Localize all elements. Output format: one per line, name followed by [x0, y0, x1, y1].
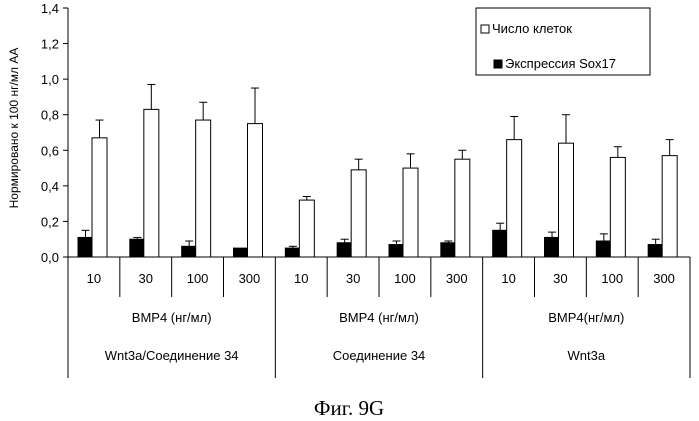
y-tick-label: 0,8 — [41, 108, 59, 123]
bar-sox17 — [545, 237, 560, 257]
legend-label: Экспрессия Sox17 — [505, 56, 616, 71]
group-sublabel: BMP4(нг/мл) — [548, 310, 624, 325]
bar-sox17 — [337, 243, 352, 257]
y-tick-label: 1,2 — [41, 37, 59, 52]
bar-sox17 — [648, 245, 663, 257]
legend-label: Число клеток — [492, 21, 572, 36]
group-sublabel: BMP4 (нг/мл) — [339, 310, 419, 325]
bar-sox17 — [493, 230, 508, 257]
y-tick-label: 1,4 — [41, 1, 59, 16]
bar-cell-count — [92, 138, 107, 257]
group-label: Соединение 34 — [333, 348, 426, 363]
bar-cell-count — [662, 156, 677, 257]
legend-swatch — [494, 60, 502, 68]
x-tick-label: 10 — [294, 271, 308, 286]
bar-cell-count — [403, 168, 418, 257]
bar-sox17 — [78, 237, 93, 257]
bar-cell-count — [248, 124, 263, 257]
y-tick-label: 0,4 — [41, 179, 59, 194]
bar-cell-count — [299, 200, 314, 257]
x-axis-table: 10 30 100 300 10 30 100 300 10 30 100 300 BMP4 (нг/м… — [68, 257, 690, 378]
y-axis: 0,0 0,2 0,4 0,6 0,8 1,0 1,2 1,4 — [41, 1, 68, 265]
x-tick-label: 30 — [139, 271, 153, 286]
group-label: Wnt3a/Соединение 34 — [105, 348, 239, 363]
y-tick-label: 0,6 — [41, 143, 59, 158]
bar-sox17 — [596, 241, 611, 257]
bar-sox17 — [130, 239, 145, 257]
bar-cell-count — [559, 143, 574, 257]
x-tick-label: 300 — [239, 271, 261, 286]
x-tick-label: 100 — [394, 271, 416, 286]
bar-cell-count — [507, 140, 522, 257]
bar-cell-count — [455, 159, 470, 257]
x-tick-label: 300 — [653, 271, 675, 286]
x-tick-label: 100 — [601, 271, 623, 286]
legend-swatch — [481, 25, 489, 33]
bar-sox17 — [182, 246, 197, 257]
y-tick-label: 1,0 — [41, 72, 59, 87]
legend: Экспрессия Sox17 Число клеток — [476, 8, 650, 75]
bar-cell-count — [610, 157, 625, 257]
bar-sox17 — [389, 245, 404, 257]
x-tick-label: 30 — [553, 271, 567, 286]
bars — [78, 84, 677, 257]
bar-sox17 — [234, 248, 249, 257]
y-axis-label: Нормировано к 100 нг/мл АА — [7, 48, 21, 209]
bar-cell-count — [196, 120, 211, 257]
x-tick-label: 10 — [87, 271, 101, 286]
y-tick-label: 0,0 — [41, 250, 59, 265]
figure-caption: Фиг. 9G — [314, 396, 384, 420]
bar-sox17 — [441, 243, 456, 257]
group-sublabel: BMP4 (нг/мл) — [132, 310, 212, 325]
x-tick-label: 100 — [187, 271, 209, 286]
bar-sox17 — [285, 248, 300, 257]
bar-cell-count — [351, 170, 366, 257]
x-tick-label: 30 — [346, 271, 360, 286]
group-label: Wnt3a — [568, 348, 606, 363]
x-tick-label: 300 — [446, 271, 468, 286]
y-tick-label: 0,2 — [41, 214, 59, 229]
bar-cell-count — [144, 109, 159, 257]
x-tick-label: 10 — [501, 271, 515, 286]
